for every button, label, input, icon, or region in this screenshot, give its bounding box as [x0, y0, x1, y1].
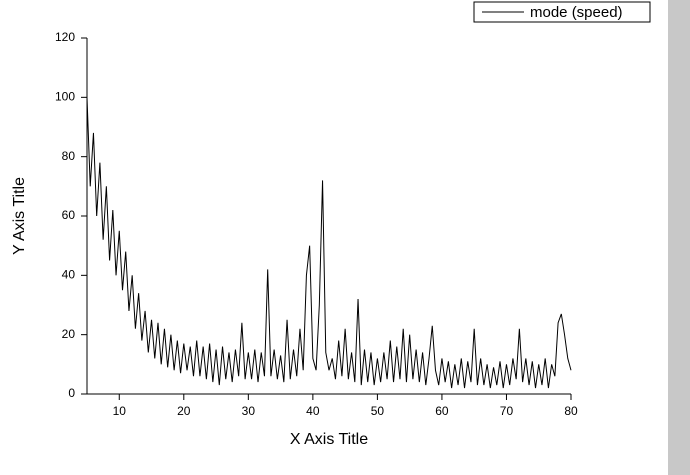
x-tick-label: 10: [113, 404, 127, 418]
x-tick-label: 20: [177, 404, 191, 418]
y-tick-label: 0: [68, 386, 75, 400]
x-tick-label: 50: [371, 404, 385, 418]
x-tick-label: 60: [435, 404, 449, 418]
scrollbar: [668, 0, 690, 475]
y-axis-title: Y Axis Title: [11, 177, 28, 255]
y-tick-label: 120: [55, 30, 75, 44]
legend-label: mode (speed): [530, 4, 623, 21]
legend-box: [473, 1, 651, 23]
data-line: [86, 97, 572, 389]
y-tick-label: 40: [62, 268, 76, 282]
y-tick-label: 60: [62, 208, 76, 222]
x-tick-label: 30: [242, 404, 256, 418]
x-tick-label: 80: [564, 404, 578, 418]
y-tick-label: 100: [55, 90, 75, 104]
x-axis-title: X Axis Title: [290, 431, 368, 448]
x-tick-label: 40: [306, 404, 320, 418]
y-tick-label: 20: [62, 327, 76, 341]
x-tick-label: 70: [500, 404, 514, 418]
y-tick-label: 80: [62, 149, 76, 163]
